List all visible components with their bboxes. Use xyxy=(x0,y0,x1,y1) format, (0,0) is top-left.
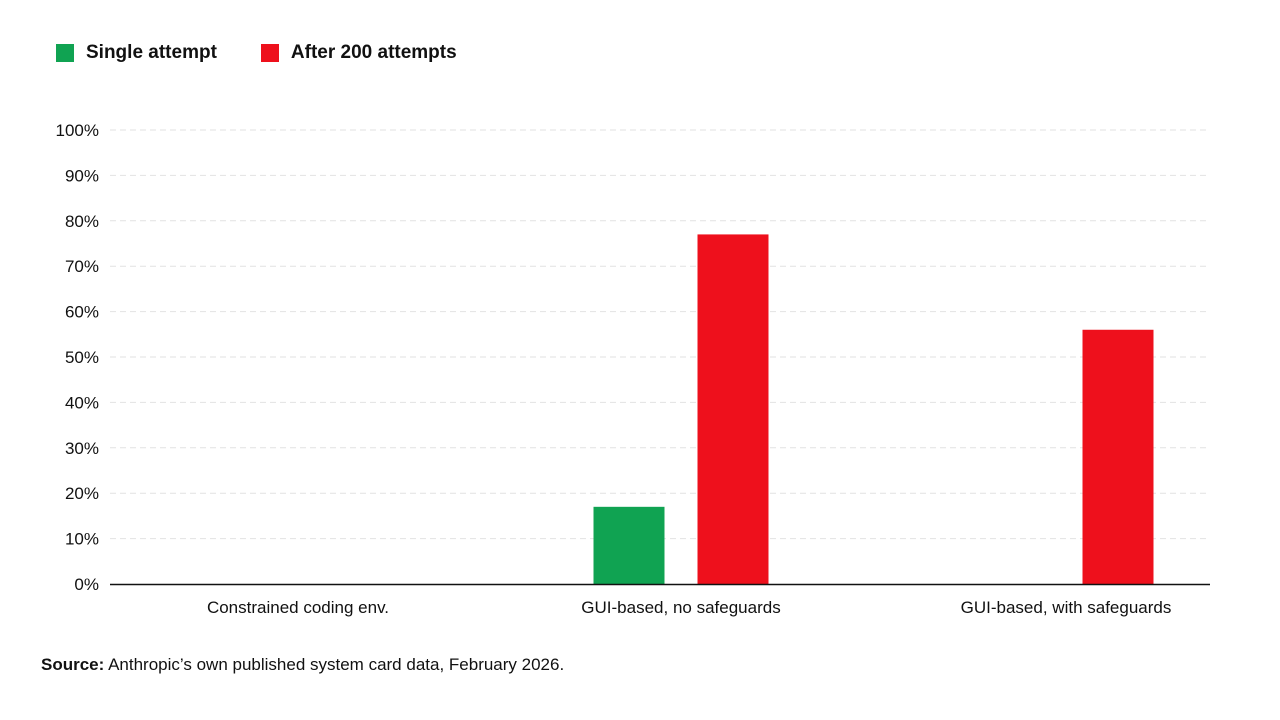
source-text: Anthropic’s own published system card da… xyxy=(104,655,565,674)
y-tick-label-60: 60% xyxy=(65,303,99,322)
y-tick-label-70: 70% xyxy=(65,257,99,276)
legend-label-after-200-attempts: After 200 attempts xyxy=(290,42,457,63)
bar-after-200-attempts-1 xyxy=(697,234,769,585)
y-tick-label-10: 10% xyxy=(65,530,99,549)
legend-item-after-200-attempts: After 200 attempts xyxy=(260,42,457,64)
legend-item-single-attempt: Single attempt xyxy=(56,42,217,64)
legend: Single attempt After 200 attempts xyxy=(56,42,457,64)
source-note: Source: Anthropic’s own published system… xyxy=(41,655,564,675)
legend-swatch-after-200-attempts xyxy=(260,44,279,62)
y-tick-label-50: 50% xyxy=(65,348,99,367)
y-tick-label-0: 0% xyxy=(74,575,99,594)
y-tick-label-100: 100% xyxy=(56,121,99,140)
y-tick-label-40: 40% xyxy=(65,393,99,412)
legend-swatch-single-attempt xyxy=(56,44,74,62)
legend-label-single-attempt: Single attempt xyxy=(86,42,217,63)
y-tick-label-20: 20% xyxy=(65,484,99,503)
y-tick-label-30: 30% xyxy=(65,439,99,458)
y-tick-label-90: 90% xyxy=(65,166,99,185)
x-category-label-2: GUI-based, with safeguards xyxy=(961,598,1172,617)
y-tick-label-80: 80% xyxy=(65,212,99,231)
x-category-label-1: GUI-based, no safeguards xyxy=(581,598,780,617)
source-prefix: Source: xyxy=(41,655,105,674)
bar-single-attempt-1 xyxy=(593,506,665,584)
bar-after-200-attempts-2 xyxy=(1082,329,1154,584)
x-category-label-0: Constrained coding env. xyxy=(207,598,389,617)
